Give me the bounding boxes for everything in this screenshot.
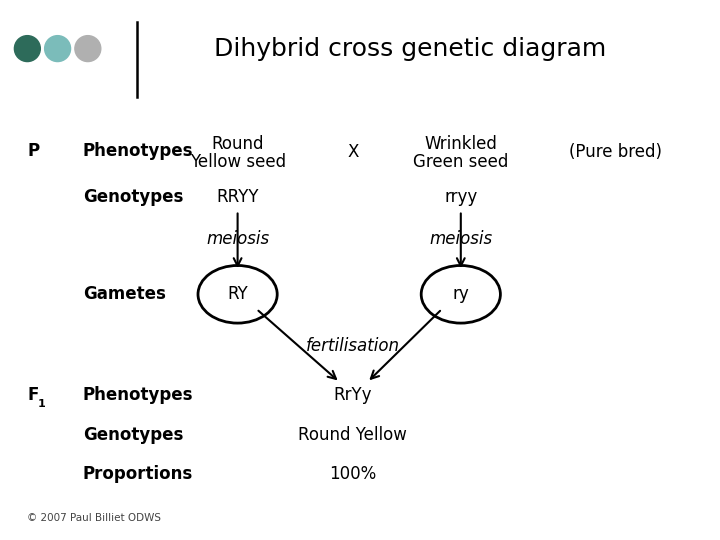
- Text: RY: RY: [228, 285, 248, 303]
- Text: Wrinkled: Wrinkled: [424, 135, 498, 153]
- Text: RRYY: RRYY: [216, 188, 259, 206]
- Ellipse shape: [75, 36, 101, 62]
- Text: © 2007 Paul Billiet ODWS: © 2007 Paul Billiet ODWS: [27, 514, 161, 523]
- Text: rryy: rryy: [444, 188, 477, 206]
- Text: Genotypes: Genotypes: [83, 188, 183, 206]
- Text: Genotypes: Genotypes: [83, 426, 183, 444]
- Text: RrYy: RrYy: [333, 386, 372, 404]
- Text: Green seed: Green seed: [413, 153, 508, 171]
- Text: X: X: [347, 143, 359, 161]
- Text: Phenotypes: Phenotypes: [83, 142, 193, 160]
- Text: Yellow seed: Yellow seed: [189, 153, 286, 171]
- Text: 100%: 100%: [329, 465, 377, 483]
- Text: Proportions: Proportions: [83, 465, 193, 483]
- Text: fertilisation: fertilisation: [306, 336, 400, 355]
- Text: Phenotypes: Phenotypes: [83, 386, 193, 404]
- Text: Dihybrid cross genetic diagram: Dihybrid cross genetic diagram: [215, 37, 606, 60]
- Text: (Pure bred): (Pure bred): [569, 143, 662, 161]
- Text: F: F: [27, 386, 39, 404]
- Text: meiosis: meiosis: [206, 230, 269, 248]
- Text: ry: ry: [452, 285, 469, 303]
- Text: Gametes: Gametes: [83, 285, 166, 303]
- Ellipse shape: [45, 36, 71, 62]
- Text: meiosis: meiosis: [429, 230, 492, 248]
- Ellipse shape: [14, 36, 40, 62]
- Text: 1: 1: [37, 399, 45, 409]
- Text: Round Yellow: Round Yellow: [298, 426, 408, 444]
- Text: P: P: [27, 142, 40, 160]
- Text: Round: Round: [212, 135, 264, 153]
